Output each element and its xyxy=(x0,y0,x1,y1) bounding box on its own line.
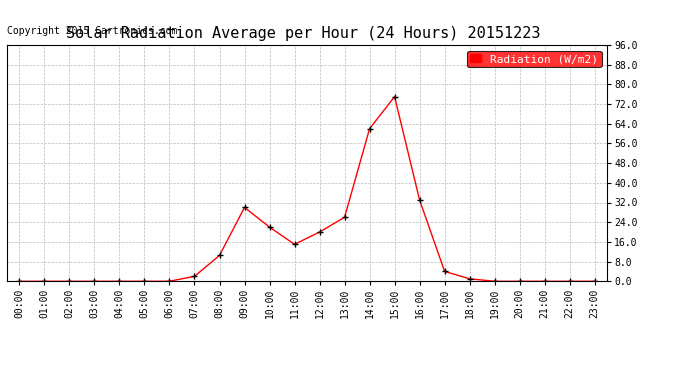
Text: Solar Radiation Average per Hour (24 Hours) 20151223: Solar Radiation Average per Hour (24 Hou… xyxy=(66,26,541,41)
Text: Copyright 2015 Cartronics.com: Copyright 2015 Cartronics.com xyxy=(7,26,177,36)
Legend: Radiation (W/m2): Radiation (W/m2) xyxy=(467,51,602,68)
